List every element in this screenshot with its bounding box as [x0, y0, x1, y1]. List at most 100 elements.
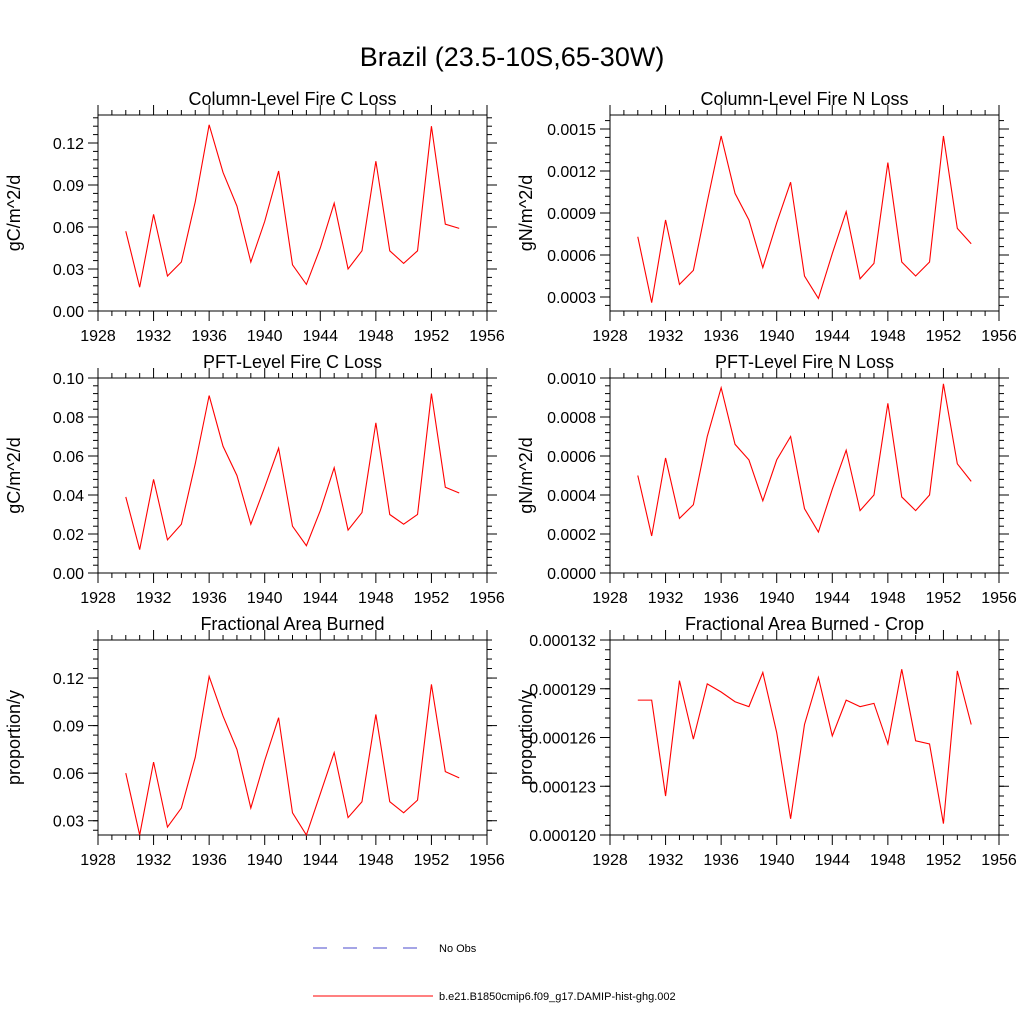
x-tick-label: 1948: [358, 852, 394, 869]
x-tick-label: 1952: [414, 328, 450, 345]
x-tick-label: 1952: [926, 852, 962, 869]
panel-title: PFT-Level Fire N Loss: [715, 352, 894, 372]
y-tick-label: 0.000126: [529, 731, 596, 748]
panel-title: Fractional Area Burned: [200, 614, 384, 634]
plot-frame: [97, 639, 488, 836]
y-tick-label: 0.000129: [529, 682, 596, 699]
y-axis-label: gC/m^2/d: [4, 437, 24, 513]
panel-1: Column-Level Fire C Loss gC/m^2/d 1928 1932…: [4, 89, 505, 345]
x-tick-label: 1928: [592, 328, 628, 345]
plot-frame: [97, 377, 488, 574]
panel-title: Fractional Area Burned - Crop: [685, 614, 924, 634]
y-tick-label: 0.12: [53, 136, 84, 153]
y-axis-label: gN/m^2/d: [516, 175, 536, 251]
x-tick-label: 1952: [414, 852, 450, 869]
panel-title: Column-Level Fire C Loss: [188, 89, 396, 109]
x-tick-label: 1952: [926, 328, 962, 345]
y-tick-label: 0.0012: [547, 164, 596, 181]
x-tick-label: 1928: [80, 590, 116, 607]
x-tick-label: 1928: [592, 590, 628, 607]
legend: No Obs b.e21.B1850cmip6.f09_g17.DAMIP-hi…: [313, 943, 676, 1003]
x-tick-label: 1956: [469, 328, 505, 345]
series-line: [637, 135, 972, 303]
y-axis-label: gC/m^2/d: [4, 175, 24, 251]
series-line: [125, 124, 460, 288]
series-line: [637, 383, 972, 537]
x-tick-label: 1940: [247, 590, 283, 607]
y-tick-label: 0.00: [53, 304, 84, 321]
x-tick-label: 1932: [648, 852, 684, 869]
x-tick-label: 1948: [870, 852, 906, 869]
panel-title: PFT-Level Fire C Loss: [203, 352, 382, 372]
x-tick-label: 1944: [302, 590, 338, 607]
x-tick-label: 1956: [469, 590, 505, 607]
y-tick-label: 0.000120: [529, 828, 596, 845]
legend-label-model: b.e21.B1850cmip6.f09_g17.DAMIP-hist-ghg.…: [439, 991, 676, 1003]
x-tick-label: 1944: [814, 590, 850, 607]
panels: Column-Level Fire C Loss gC/m^2/d 1928 1932…: [4, 89, 1017, 869]
x-tick-label: 1948: [358, 328, 394, 345]
x-tick-label: 1956: [469, 852, 505, 869]
y-tick-label: 0.0000: [547, 566, 596, 583]
x-tick-label: 1940: [247, 328, 283, 345]
x-tick-label: 1940: [759, 328, 795, 345]
x-tick-label: 1932: [136, 328, 172, 345]
y-tick-label: 0.0010: [547, 371, 596, 388]
y-tick-label: 0.09: [53, 178, 84, 195]
y-tick-label: 0.03: [53, 262, 84, 279]
x-tick-label: 1956: [981, 328, 1017, 345]
y-tick-label: 0.0006: [547, 449, 596, 466]
y-tick-label: 0.000132: [529, 633, 596, 650]
y-tick-label: 0.0004: [547, 488, 596, 505]
panel-title: Column-Level Fire N Loss: [700, 89, 908, 109]
y-tick-label: 0.0002: [547, 527, 596, 544]
x-tick-label: 1936: [703, 590, 739, 607]
y-tick-label: 0.02: [53, 527, 84, 544]
x-tick-label: 1948: [870, 590, 906, 607]
legend-label-no-obs: No Obs: [439, 943, 477, 955]
series-line: [125, 674, 460, 837]
x-tick-label: 1940: [759, 590, 795, 607]
y-tick-label: 0.000123: [529, 779, 596, 796]
plot-frame: [609, 114, 1000, 312]
x-tick-label: 1932: [648, 590, 684, 607]
panel-5: Fractional Area Burned proportion/y 1928 19…: [4, 614, 505, 869]
x-tick-label: 1952: [414, 590, 450, 607]
panel-3: PFT-Level Fire C Loss gC/m^2/d 1928 1932 193…: [4, 352, 505, 607]
x-tick-label: 1928: [80, 852, 116, 869]
x-tick-label: 1932: [136, 590, 172, 607]
x-tick-label: 1944: [814, 328, 850, 345]
y-axis-label: proportion/y: [4, 690, 24, 785]
x-tick-label: 1936: [703, 328, 739, 345]
y-tick-label: 0.04: [53, 488, 84, 505]
x-tick-label: 1956: [981, 590, 1017, 607]
y-tick-label: 0.06: [53, 766, 84, 783]
x-tick-label: 1928: [80, 328, 116, 345]
y-axis-label: proportion/y: [516, 690, 536, 785]
x-tick-label: 1932: [648, 328, 684, 345]
x-tick-label: 1948: [358, 590, 394, 607]
y-tick-label: 0.12: [53, 671, 84, 688]
y-tick-label: 0.0009: [547, 206, 596, 223]
x-tick-label: 1936: [191, 328, 227, 345]
series-line: [637, 669, 972, 824]
panel-6: Fractional Area Burned - Crop proportion/…: [516, 614, 1017, 869]
plot-frame: [97, 114, 488, 312]
x-tick-label: 1952: [926, 590, 962, 607]
y-axis-label: gN/m^2/d: [516, 437, 536, 513]
figure-title: Brazil (23.5-10S,65-30W): [360, 42, 665, 72]
y-tick-label: 0.06: [53, 220, 84, 237]
y-tick-label: 0.0015: [547, 122, 596, 139]
y-tick-label: 0.03: [53, 814, 84, 831]
x-tick-label: 1944: [302, 852, 338, 869]
y-tick-label: 0.10: [53, 371, 84, 388]
y-tick-label: 0.00: [53, 566, 84, 583]
x-tick-label: 1936: [191, 590, 227, 607]
x-tick-label: 1956: [981, 852, 1017, 869]
x-tick-label: 1940: [247, 852, 283, 869]
y-tick-label: 0.06: [53, 449, 84, 466]
x-tick-label: 1948: [870, 328, 906, 345]
x-tick-label: 1928: [592, 852, 628, 869]
x-tick-label: 1936: [191, 852, 227, 869]
